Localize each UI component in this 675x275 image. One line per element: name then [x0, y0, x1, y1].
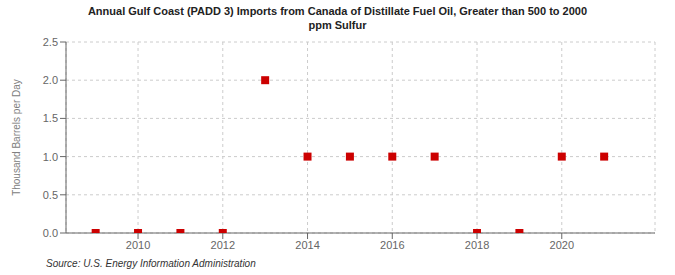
- html-text:Source: U.S. Energy Informatio: Source: U.S. Energy Information Administ…: [46, 258, 256, 269]
- svg-text:2.5: 2.5: [43, 36, 58, 48]
- svg-text:2012: 2012: [211, 239, 235, 251]
- svg-text:Thousand Barrels per Day: Thousand Barrels per Day: [11, 79, 22, 196]
- svg-text:2010: 2010: [126, 239, 150, 251]
- svg-text:0.0: 0.0: [43, 227, 58, 239]
- html-text:Annual Gulf Coast (PADD 3) Imp: Annual Gulf Coast (PADD 3) Imports from …: [87, 5, 588, 31]
- svg-text:1.0: 1.0: [43, 151, 58, 163]
- svg-text:1.5: 1.5: [43, 112, 58, 124]
- svg-text:0.5: 0.5: [43, 189, 58, 201]
- svg-text:2016: 2016: [380, 239, 404, 251]
- svg-text:2014: 2014: [295, 239, 319, 251]
- svg-text:2018: 2018: [465, 239, 489, 251]
- svg-text:2.0: 2.0: [43, 74, 58, 86]
- svg-text:2020: 2020: [550, 239, 574, 251]
